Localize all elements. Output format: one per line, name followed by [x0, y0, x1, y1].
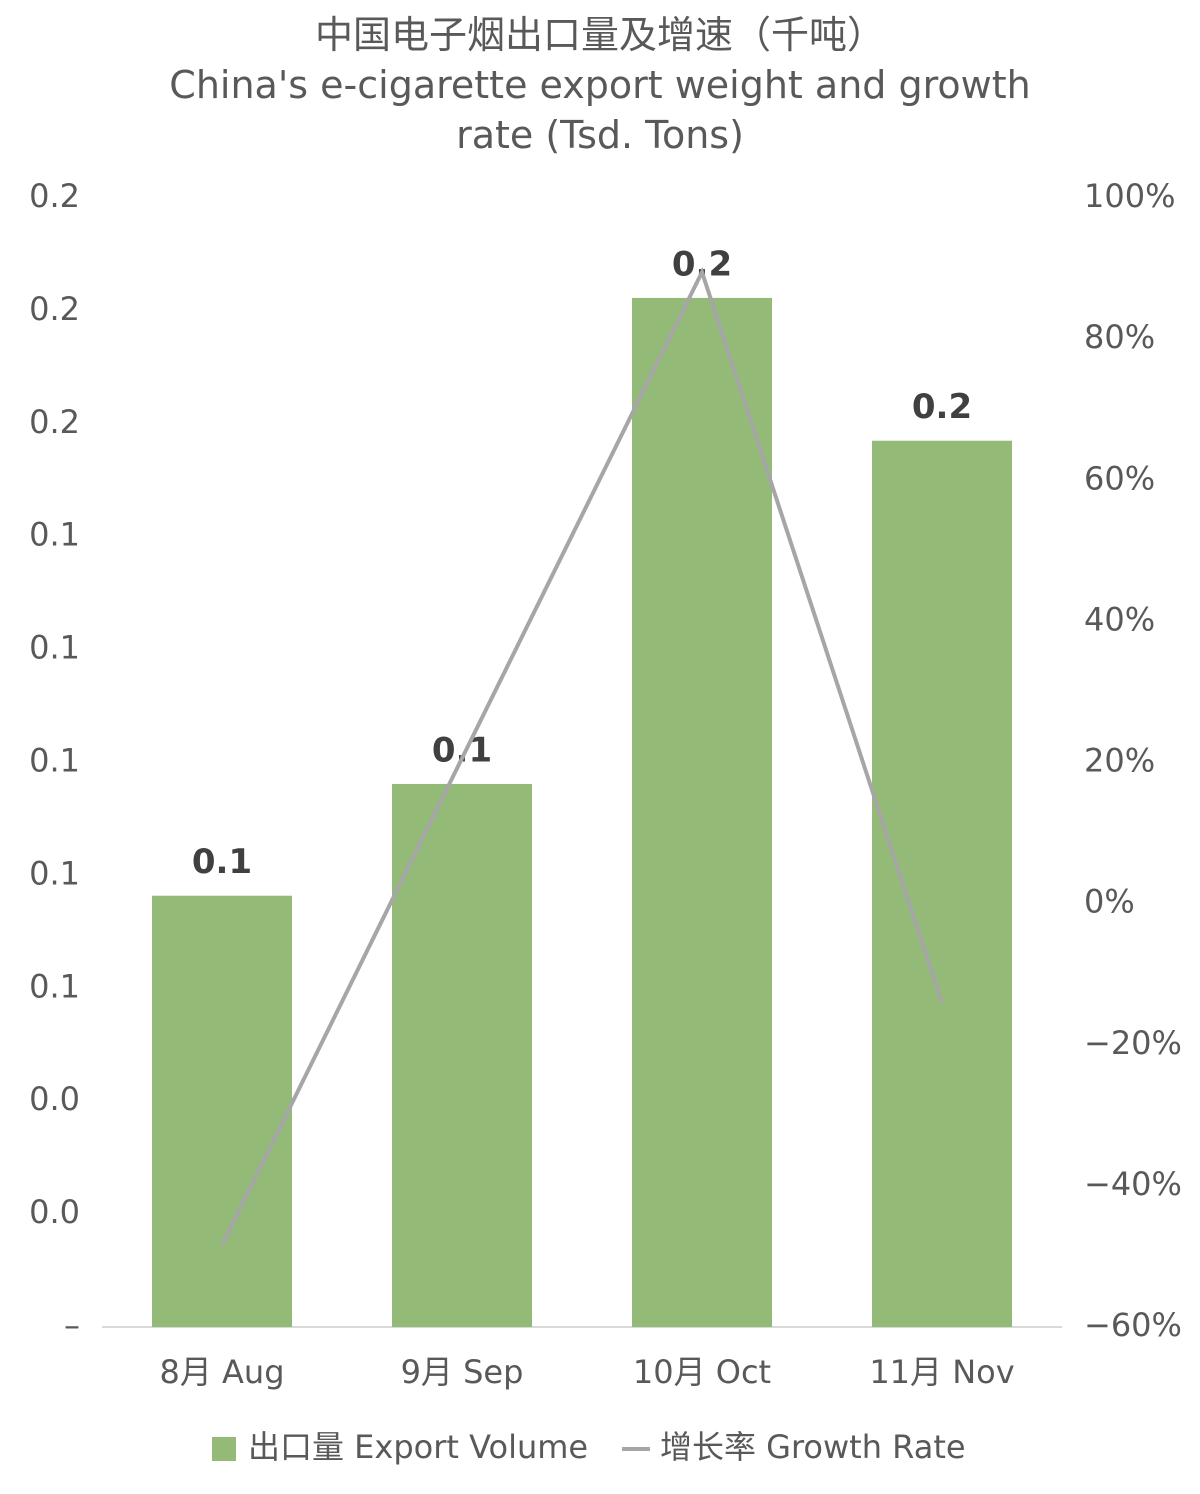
chart-subtitle: China's e-cigarette export weight and gr…	[169, 63, 1031, 157]
y2-tick-label: 80%	[1084, 318, 1155, 356]
bar	[872, 440, 1012, 1327]
growth-line	[220, 266, 944, 1247]
y-tick-label: 0.2	[29, 290, 80, 328]
bar	[392, 783, 532, 1327]
chart-title: 中国电子烟出口量及增速（千吨）	[314, 13, 885, 57]
legend-label: 出口量 Export Volume	[248, 1428, 588, 1466]
x-tick-label: 10月 Oct	[633, 1353, 771, 1391]
x-tick-label: 8月 Aug	[159, 1353, 284, 1391]
y-tick-label: 0.0	[29, 1193, 80, 1231]
data-label: 0.1	[192, 842, 252, 882]
y-tick-label: 0.2	[29, 177, 80, 215]
data-label: 0.1	[432, 730, 492, 770]
y-tick-label: 0.1	[29, 629, 80, 667]
y-tick-label: 0.1	[29, 516, 80, 554]
y-tick-label: 0.2	[29, 403, 80, 441]
data-label: 0.2	[912, 387, 972, 427]
legend-label: 增长率 Growth Rate	[660, 1428, 966, 1466]
y2-tick-label: 40%	[1084, 600, 1155, 638]
y-tick-label: 0.1	[29, 967, 80, 1005]
y-tick-label: 0.1	[29, 742, 80, 780]
y2-tick-label: 20%	[1084, 742, 1155, 780]
y2-tick-label: 60%	[1084, 459, 1155, 497]
x-tick-label: 11月 Nov	[869, 1353, 1014, 1391]
y2-tick-label: 0%	[1084, 883, 1135, 921]
bar	[632, 297, 772, 1327]
x-tick-label: 9月 Sep	[401, 1353, 524, 1391]
y2-tick-label: 100%	[1084, 177, 1175, 215]
y2-tick-label: −40%	[1084, 1165, 1182, 1203]
y2-tick-label: −60%	[1084, 1306, 1182, 1344]
y-tick-label: 0.1	[29, 854, 80, 892]
y-tick-label: –	[64, 1306, 80, 1344]
y2-tick-label: −20%	[1084, 1024, 1182, 1062]
y-tick-label: 0.0	[29, 1080, 80, 1118]
legend-swatch	[212, 1437, 236, 1461]
bar	[152, 895, 292, 1327]
